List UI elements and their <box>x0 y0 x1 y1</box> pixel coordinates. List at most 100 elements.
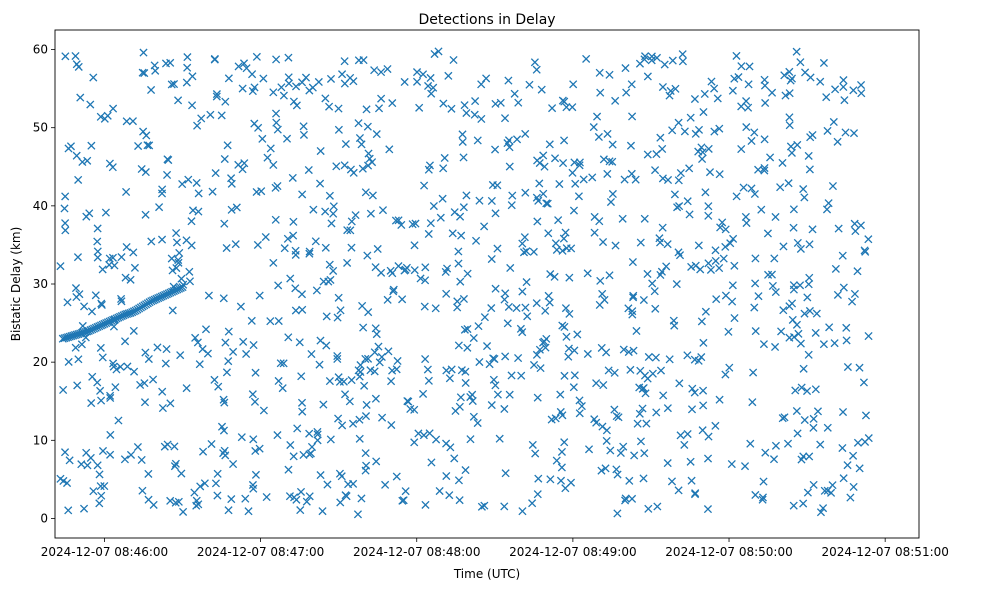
clutter-point <box>522 247 531 256</box>
clutter-point <box>290 493 299 502</box>
clutter-point <box>482 342 492 351</box>
clutter-point <box>326 435 335 444</box>
clutter-point <box>785 121 794 130</box>
clutter-point <box>98 446 108 456</box>
clutter-point <box>255 291 264 300</box>
clutter-point <box>284 465 293 474</box>
clutter-point <box>613 470 622 479</box>
clutter-point <box>715 264 724 273</box>
clutter-point <box>710 84 719 93</box>
clutter-point <box>784 179 793 188</box>
clutter-point <box>704 211 713 220</box>
clutter-point <box>345 397 354 406</box>
clutter-point <box>325 102 334 111</box>
clutter-point <box>557 463 566 472</box>
clutter-point <box>529 360 539 370</box>
clutter-point <box>347 243 356 252</box>
clutter-point <box>319 400 328 409</box>
clutter-point <box>212 90 221 99</box>
clutter-point <box>816 508 826 517</box>
clutter-point <box>355 415 364 424</box>
clutter-point <box>491 145 500 154</box>
clutter-point <box>831 85 840 94</box>
clutter-point <box>309 205 318 214</box>
clutter-point <box>819 58 828 68</box>
clutter-point <box>426 219 435 228</box>
clutter-point <box>393 356 402 366</box>
clutter-point <box>480 222 489 231</box>
clutter-point <box>800 309 809 318</box>
clutter-point <box>694 147 703 156</box>
clutter-point <box>105 254 114 263</box>
clutter-point <box>508 191 517 200</box>
clutter-point <box>420 302 429 311</box>
clutter-point <box>343 226 352 235</box>
clutter-point <box>575 161 584 170</box>
clutter-point <box>847 297 857 306</box>
clutter-point <box>674 486 683 495</box>
clutter-point <box>87 141 96 150</box>
clutter-point <box>828 181 837 191</box>
clutter-point <box>628 310 637 319</box>
clutter-point <box>594 132 603 142</box>
y-axis: 0 10 20 30 40 50 60 <box>33 43 55 525</box>
clutter-point <box>274 376 283 386</box>
clutter-point <box>781 91 790 100</box>
clutter-point <box>680 127 689 136</box>
clutter-point <box>785 67 794 76</box>
clutter-point <box>758 495 767 504</box>
clutter-point <box>447 365 456 374</box>
clutter-point <box>459 203 468 212</box>
clutter-point <box>800 415 809 425</box>
clutter-point <box>643 72 652 81</box>
clutter-point <box>321 207 330 216</box>
clutter-point <box>424 229 433 239</box>
clutter-point <box>856 80 866 90</box>
clutter-point <box>729 234 738 243</box>
clutter-point <box>531 449 540 458</box>
clutter-point <box>249 484 258 493</box>
clutter-point <box>640 214 649 223</box>
clutter-point <box>322 312 331 321</box>
clutter-point <box>785 89 794 98</box>
clutter-point <box>297 290 307 299</box>
clutter-point <box>648 279 657 288</box>
clutter-point <box>842 323 851 332</box>
clutter-point <box>583 349 592 359</box>
clutter-point <box>541 343 550 352</box>
clutter-point <box>87 307 97 316</box>
clutter-point <box>174 96 183 105</box>
clutter-point <box>640 55 649 64</box>
clutter-point <box>571 179 580 188</box>
clutter-point <box>789 205 798 214</box>
clutter-point <box>219 426 229 435</box>
clutter-point <box>829 117 838 127</box>
clutter-point <box>429 201 438 211</box>
clutter-point <box>96 386 105 395</box>
clutter-point <box>130 367 139 376</box>
clutter-point <box>663 404 672 413</box>
clutter-point <box>582 54 591 63</box>
clutter-point <box>355 372 364 381</box>
clutter-point <box>560 322 569 332</box>
clutter-point <box>841 128 850 137</box>
clutter-point <box>569 383 578 392</box>
clutter-point <box>435 486 444 496</box>
clutter-point <box>629 293 638 302</box>
clutter-point <box>340 161 349 170</box>
clutter-point <box>793 140 802 149</box>
clutter-point <box>126 275 135 284</box>
clutter-point <box>678 50 687 59</box>
clutter-point <box>748 398 757 407</box>
clutter-point <box>334 125 343 134</box>
clutter-point <box>697 353 706 362</box>
clutter-point <box>374 104 384 113</box>
clutter-point <box>259 406 268 415</box>
clutter-point <box>279 91 288 100</box>
clutter-point <box>487 304 496 313</box>
clutter-point <box>284 79 293 88</box>
clutter-point <box>811 385 820 394</box>
clutter-point <box>805 306 814 316</box>
clutter-point <box>663 240 672 249</box>
clutter-point <box>63 298 72 307</box>
